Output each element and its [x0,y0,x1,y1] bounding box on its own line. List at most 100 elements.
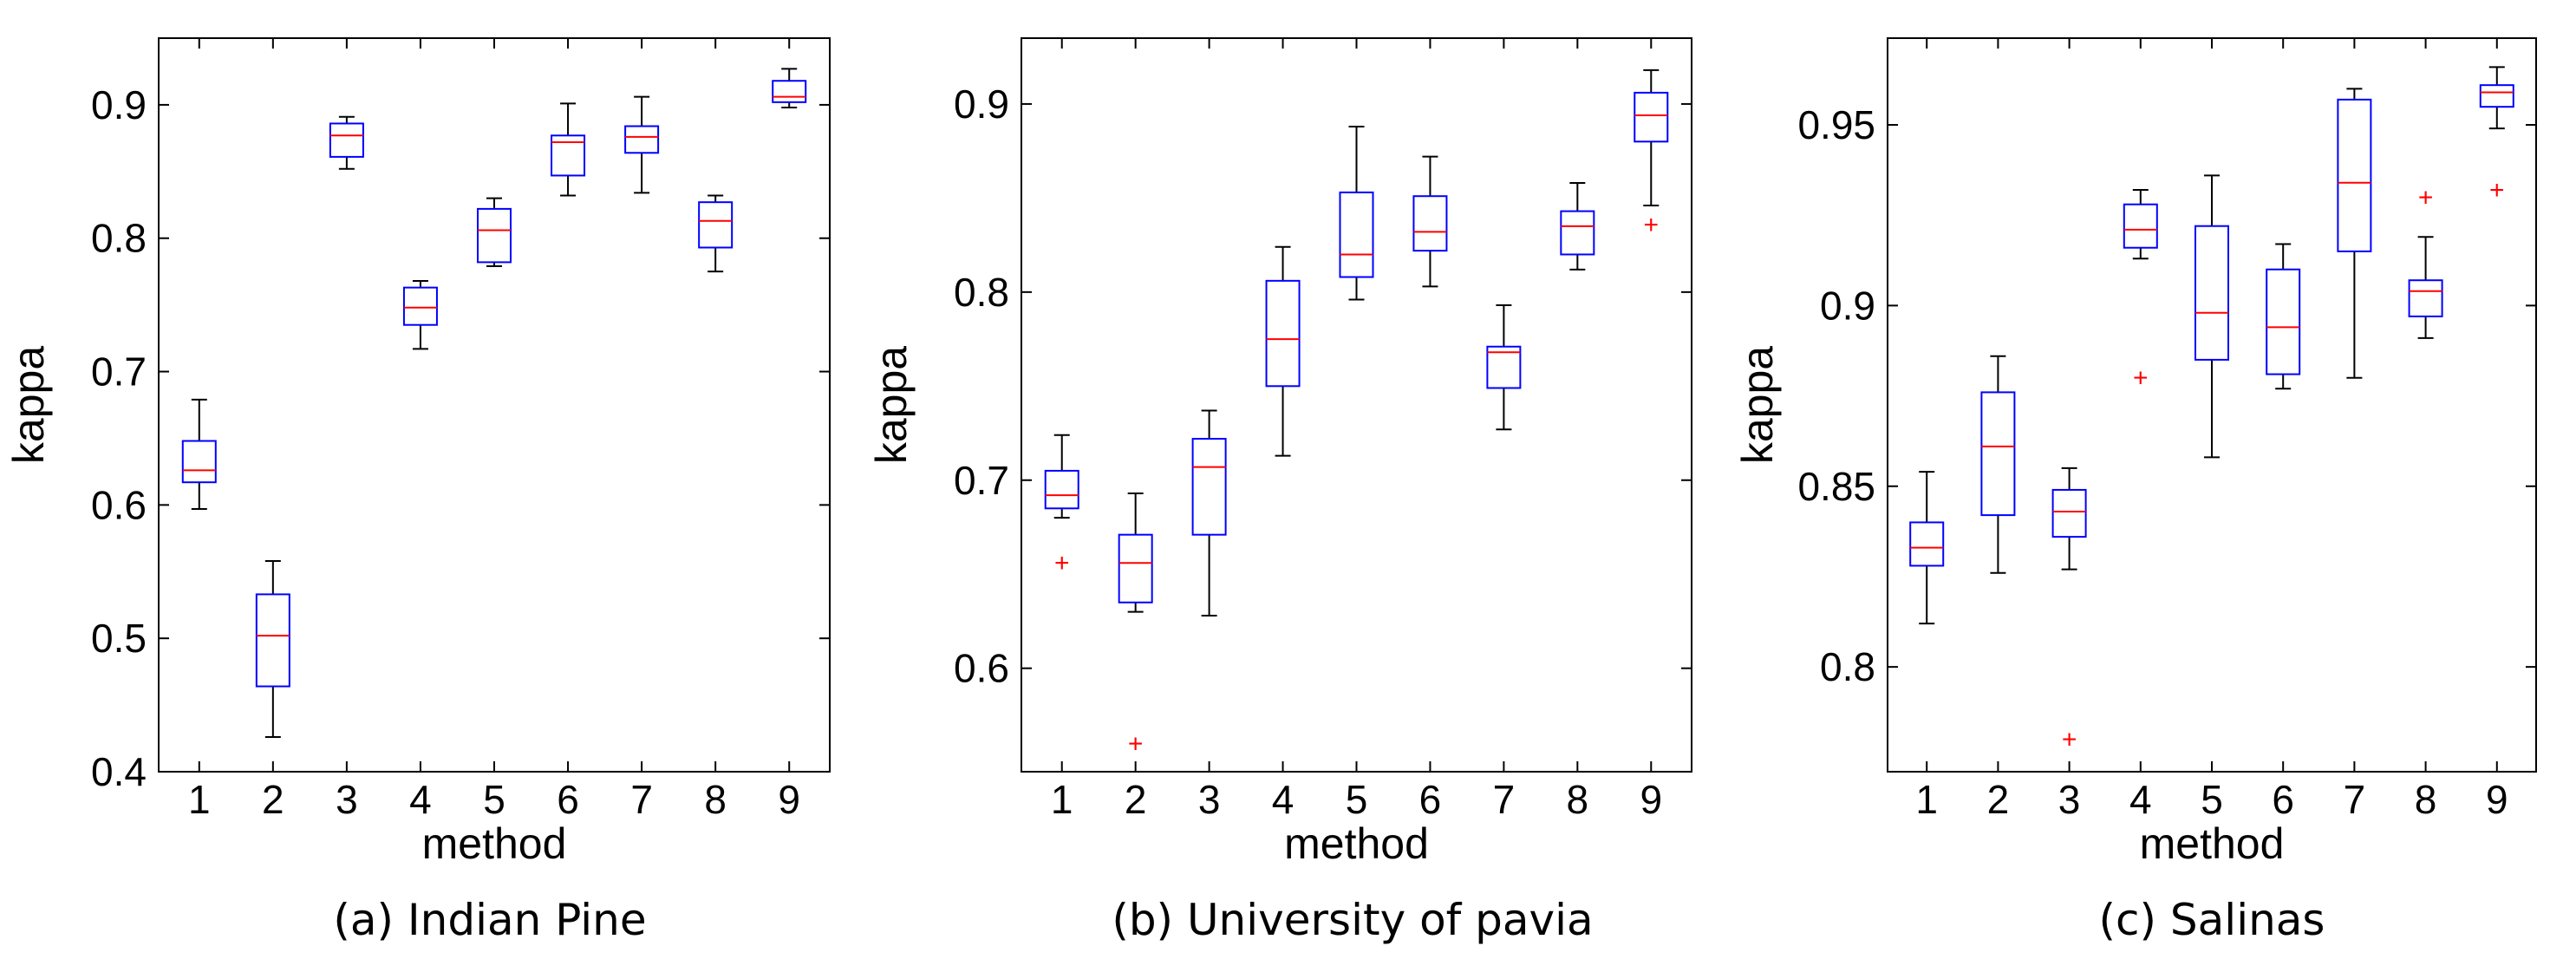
iqr-box [329,122,364,158]
x-tick-label: 2 [1125,777,1147,822]
x-tick-label: 2 [262,777,284,822]
x-tick-label: 9 [2486,777,2508,822]
x-tick-label: 3 [2058,777,2081,822]
box-method-4 [1265,245,1301,457]
y-axis-label: kappa [1733,346,1782,464]
box-method-6 [1412,155,1448,288]
iqr-box [402,286,438,326]
x-tick-label: 5 [1346,777,1368,822]
y-tick-label: 0.6 [91,482,147,527]
iqr-box [181,440,217,484]
y-tick-label: 0.9 [1820,283,1875,328]
box-method-1: + [1044,434,1079,577]
y-tick-label: 0.95 [1797,102,1875,147]
box-method-8 [1560,182,1595,271]
y-tick-label: 0.4 [91,749,147,794]
box-method-5 [2194,174,2229,459]
iqr-box [1909,521,1945,567]
box-method-5 [477,197,512,268]
box-method-9: + [1634,68,1669,239]
iqr-box [1634,91,1669,143]
box-method-3 [329,115,364,170]
box-method-6 [551,102,586,197]
y-tick-label: 0.7 [91,349,147,395]
iqr-box [2408,279,2443,317]
plot-frame [158,37,831,773]
panel-caption: (b) University of pavia [1112,895,1593,945]
iqr-box [2479,84,2514,108]
y-tick-label: 0.8 [91,216,147,261]
box-method-1 [1909,471,1945,625]
x-axis-label: method [2140,819,2285,868]
x-axis-label: method [1284,819,1429,868]
iqr-box [477,207,512,264]
box-method-7 [1486,304,1522,431]
y-tick-label: 0.85 [1797,464,1875,509]
y-tick-label: 0.8 [954,270,1009,315]
box-method-8: + [2408,183,2443,339]
box-method-2: + [1118,492,1153,758]
iqr-box [1044,469,1079,510]
y-tick-label: 0.7 [954,458,1009,503]
iqr-box [698,201,734,249]
iqr-box [2051,488,2087,538]
box-method-2 [1980,355,2016,574]
panel-caption: (a) Indian Pine [333,895,646,945]
y-tick-label: 0.9 [954,82,1009,127]
iqr-box [1560,210,1595,256]
iqr-box [1118,533,1153,603]
iqr-box [2266,268,2301,375]
x-tick-label: 4 [409,777,432,822]
x-tick-label: 8 [2415,777,2437,822]
x-tick-label: 5 [483,777,505,822]
iqr-box [624,125,660,154]
box-method-4 [402,279,438,350]
box-method-3 [1191,409,1227,616]
box-method-7 [2337,88,2372,379]
box-method-9 [772,68,807,108]
box-method-8 [698,194,734,273]
iqr-box [255,593,290,688]
x-tick-label: 8 [1567,777,1589,822]
y-axis-label: kappa [867,346,916,464]
x-tick-label: 4 [2129,777,2152,822]
iqr-box [1412,195,1448,252]
box-method-2 [255,559,290,739]
y-tick-label: 0.8 [1820,644,1875,689]
iqr-box [1191,438,1227,536]
iqr-box [551,134,586,177]
x-tick-label: 3 [1198,777,1221,822]
box-method-3: + [2051,466,2087,754]
y-tick-label: 0.5 [91,616,147,661]
outlier-marker: + [1128,729,1144,758]
outlier-marker: + [2489,176,2505,205]
outlier-marker: + [2418,183,2434,212]
box-method-1 [181,398,217,510]
iqr-box [772,80,807,103]
x-tick-label: 7 [1493,777,1516,822]
x-tick-label: 7 [2344,777,2366,822]
outlier-marker: + [1644,211,1660,239]
iqr-box [1980,391,2016,517]
panel-university-of-pavia: 0.6 0.7 0.8 0.9 1 2 3 4 5 6 7 8 9 + + + method kappa (b) U… [867,37,1692,945]
x-tick-label: 1 [1915,777,1938,822]
box-method-6 [2266,243,2301,390]
x-tick-label: 6 [557,777,579,822]
x-tick-label: 1 [188,777,211,822]
x-axis-label: method [422,819,567,868]
iqr-box [2194,225,2229,361]
box-method-5 [1339,125,1374,301]
panel-salinas: 0.8 0.85 0.9 0.95 1 2 3 4 5 6 7 8 9 + + + + method kappa (c… [1733,37,2537,945]
outlier-marker: + [1054,549,1070,577]
panel-caption: (c) Salinas [2099,895,2325,945]
y-tick-label: 0.9 [91,82,147,127]
x-tick-label: 9 [778,777,800,822]
iqr-box [2337,98,2372,252]
iqr-box [2123,203,2158,249]
x-tick-label: 1 [1051,777,1073,822]
x-tick-label: 4 [1272,777,1295,822]
outlier-marker: + [2133,364,2149,393]
panel-indian-pine: 0.4 0.5 0.6 0.7 0.8 0.9 1 2 3 4 5 6 7 8 9 method kappa (a… [4,37,831,945]
iqr-box [1486,345,1522,389]
